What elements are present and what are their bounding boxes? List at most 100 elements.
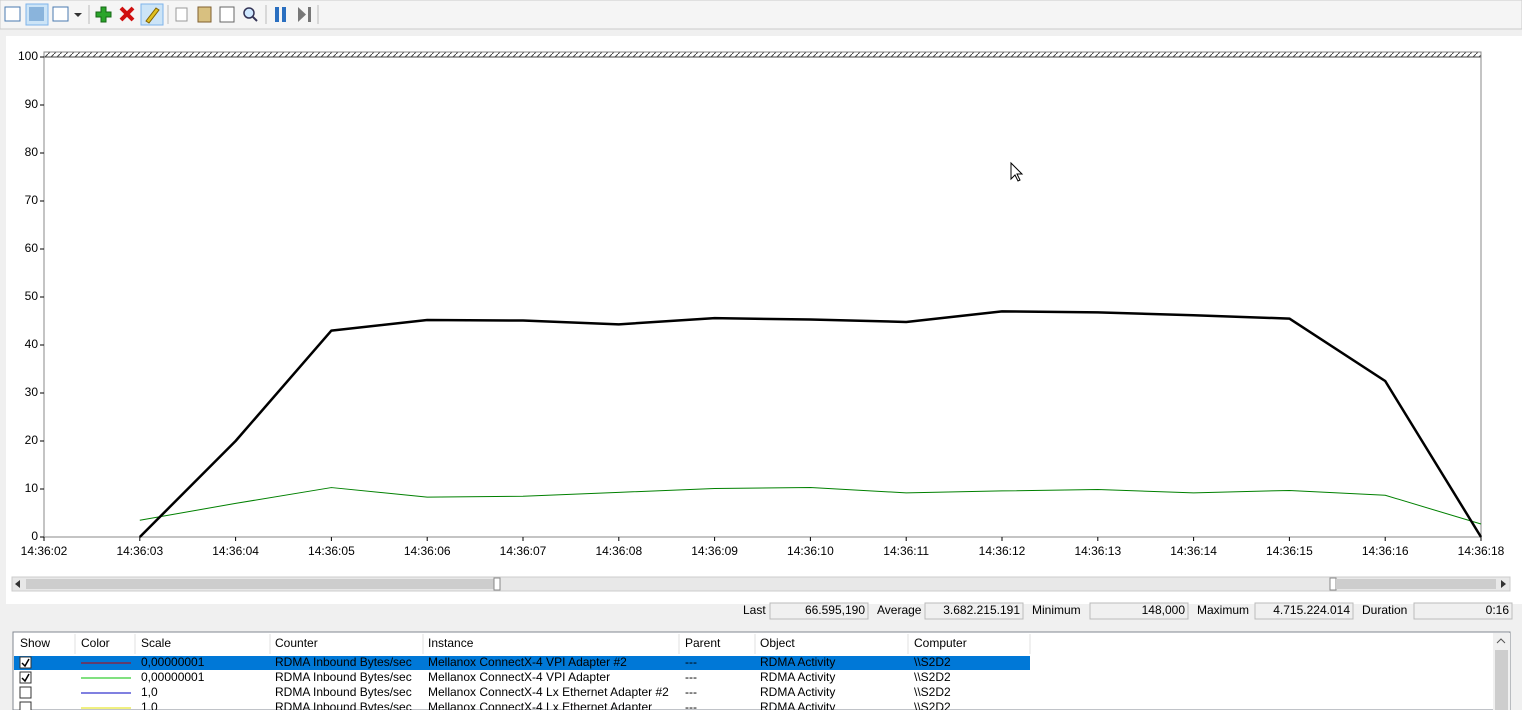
- icon: [29, 7, 44, 21]
- add-counter-button[interactable]: [95, 6, 112, 23]
- table-cell: RDMA Activity: [760, 700, 835, 710]
- x-tick-label: 14:36:08: [595, 544, 642, 558]
- table-cell: ---: [685, 700, 697, 710]
- scroll-thumb[interactable]: [1336, 579, 1496, 589]
- table-cell: ---: [685, 655, 697, 669]
- scroll-left[interactable]: [15, 580, 20, 588]
- scroll-up[interactable]: [1496, 638, 1506, 644]
- table-cell: Mellanox ConnectX-4 Lx Ethernet Adapter …: [428, 685, 669, 699]
- x-tick-label: 14:36:15: [1266, 544, 1313, 558]
- table-cell: Mellanox ConnectX-4 VPI Adapter #2: [428, 655, 627, 669]
- stat-label: Maximum: [1197, 603, 1249, 617]
- paste-button[interactable]: [197, 6, 212, 23]
- plot-frame: [43, 51, 1482, 538]
- column-header: Color: [81, 636, 110, 650]
- scroll-right[interactable]: [1501, 580, 1506, 588]
- stat-label: Minimum: [1032, 603, 1081, 617]
- icon: [145, 7, 160, 24]
- series-line: [139, 487, 1482, 525]
- column-header: Computer: [914, 636, 967, 650]
- time-scrollbar[interactable]: [11, 576, 1511, 592]
- column-header: Parent: [685, 636, 721, 650]
- stat-label: Duration: [1362, 603, 1407, 617]
- icon: [252, 16, 258, 22]
- table-cell: RDMA Inbound Bytes/sec: [275, 670, 412, 684]
- y-tick-label: 90: [25, 97, 39, 111]
- properties-button[interactable]: [219, 6, 235, 23]
- show-checkbox[interactable]: [19, 701, 32, 710]
- show-checkbox[interactable]: [19, 686, 32, 699]
- stat-box: [1413, 602, 1513, 620]
- dropdown-arrow[interactable]: [74, 13, 82, 17]
- y-tick-label: 50: [25, 289, 39, 303]
- icon: [308, 7, 311, 22]
- scroll-thumb[interactable]: [26, 579, 496, 589]
- table-cell: ---: [685, 670, 697, 684]
- counter-table-body: Show Color Scale Counter Instance Parent Objec…: [14, 634, 1031, 710]
- stats-bar: Last 66.595,190 Average 3.682.215.191 Minimu…: [743, 602, 1513, 620]
- x-tick-label: 14:36:14: [1170, 544, 1217, 558]
- toolbar: [0, 0, 1522, 30]
- mouse-cursor: [1010, 161, 1024, 182]
- range-start-handle[interactable]: [493, 577, 501, 591]
- freeze-button[interactable]: [275, 7, 279, 22]
- table-cell: \\S2D2: [914, 655, 951, 669]
- y-tick-label: 100: [18, 49, 38, 63]
- table-cell: RDMA Activity: [760, 685, 835, 699]
- column-header: Counter: [275, 636, 318, 650]
- table-cell: \\S2D2: [914, 670, 951, 684]
- table-cell: 0,00000001: [141, 655, 205, 669]
- table-cell: RDMA Activity: [760, 655, 835, 669]
- stat-value: 66.595,190: [805, 603, 865, 617]
- stat-box: [769, 602, 869, 620]
- x-tick-label: 14:36:16: [1362, 544, 1409, 558]
- column-header: Instance: [428, 636, 474, 650]
- checkmark: [21, 658, 30, 668]
- range-end-handle[interactable]: [1329, 577, 1337, 591]
- y-tick-label: 70: [25, 193, 39, 207]
- table-cell: RDMA Inbound Bytes/sec: [275, 655, 412, 669]
- stat-label: Average: [877, 603, 922, 617]
- column-header: Object: [760, 636, 795, 650]
- table-cell: \\S2D2: [914, 685, 951, 699]
- row-highlight: [14, 656, 1030, 670]
- y-tick-label: 20: [25, 433, 39, 447]
- series-line: [138, 310, 1483, 538]
- table-cell: RDMA Inbound Bytes/sec: [275, 685, 412, 699]
- stat-label: Last: [743, 603, 766, 617]
- copy-button[interactable]: [175, 7, 188, 22]
- x-tick-label: 14:36:05: [308, 544, 355, 558]
- x-tick-label: 14:36:13: [1074, 544, 1121, 558]
- y-tick-label: 40: [25, 337, 39, 351]
- change-graph-type-button[interactable]: [52, 6, 69, 22]
- table-cell: RDMA Activity: [760, 670, 835, 684]
- x-tick-label: 14:36:03: [116, 544, 163, 558]
- y-tick-label: 80: [25, 145, 39, 159]
- y-tick-label: 60: [25, 241, 39, 255]
- icon: [282, 7, 286, 22]
- show-checkbox[interactable]: [19, 656, 32, 669]
- y-tick-label: 30: [25, 385, 39, 399]
- checkmark: [21, 673, 30, 683]
- x-tick-label: 14:36:18: [1458, 544, 1505, 558]
- counter-table: [12, 631, 1511, 710]
- hatch-strip: [43, 51, 1482, 58]
- x-tick-label: 14:36:06: [404, 544, 451, 558]
- y-tick-label: 10: [25, 481, 39, 495]
- table-cell: 1,0: [141, 700, 158, 710]
- x-tick-label: 14:36:07: [500, 544, 547, 558]
- y-tick-label: 0: [31, 529, 38, 543]
- update-data-button[interactable]: [298, 7, 306, 22]
- view-graph-button[interactable]: [4, 6, 21, 22]
- stat-value: 4.715.224.014: [1273, 603, 1350, 617]
- x-tick-label: 14:36:11: [883, 544, 929, 558]
- table-cell: ---: [685, 685, 697, 699]
- plot: 0 10 20 30 40 50 60 70 80 90 100 14:36:02 14:36:03 14…: [18, 49, 1505, 558]
- x-tick-label: 14:36:04: [212, 544, 259, 558]
- table-cell: RDMA Inbound Bytes/sec: [275, 700, 412, 710]
- table-scroll-thumb[interactable]: [1495, 650, 1508, 710]
- show-checkbox[interactable]: [19, 671, 32, 684]
- delete-counter-button[interactable]: [119, 6, 135, 22]
- zoom-button[interactable]: [243, 7, 255, 19]
- stat-value: 0:16: [1486, 603, 1510, 617]
